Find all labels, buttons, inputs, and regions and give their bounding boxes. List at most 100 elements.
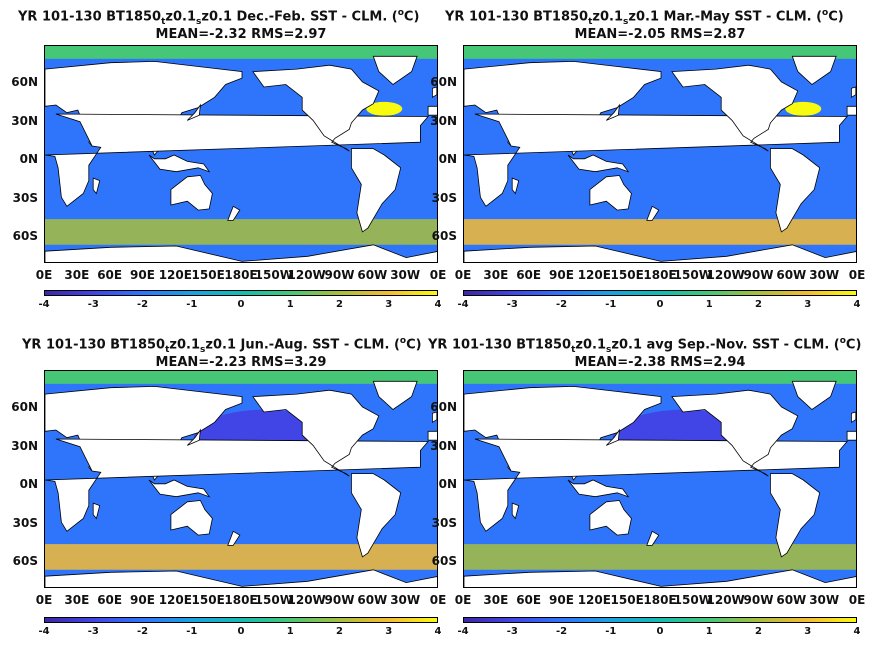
land-japan [606,103,620,121]
lat-tick-label: 0N [19,477,38,492]
title-part: z0.1 [169,337,201,353]
colorbar-tick-label: -1 [605,626,617,637]
lat-tick-label: 30N [430,438,457,453]
colorbar-tick-label: -3 [506,299,518,310]
land-japan [187,428,201,446]
lon-tick-label: 60E [516,593,542,607]
lat-tick-label: 30N [11,438,38,453]
lon-tick-label: 120E [577,268,611,282]
panel-title: YR 101-130 BT1850tz0.1sz0.1 Jun.-Aug. SS… [22,334,422,358]
title-part: C) [845,337,862,353]
gulf-stream-anomaly [785,101,822,116]
lon-tick-label: 150W [254,268,293,282]
lon-tick-label: 60E [97,268,123,282]
lon-tick-label: 30W [809,593,840,607]
gulf-stream-anomaly [366,101,403,116]
colorbar [44,617,438,623]
land-australia [589,175,632,211]
title-part: o [399,336,407,346]
sst-anomaly-map [463,45,857,263]
colorbar-tick-label: -3 [506,626,518,637]
sst-anomaly-map [44,45,438,263]
land-south-america [350,148,402,233]
colorbar [463,617,857,623]
lon-tick-label: 0E [848,268,866,282]
land-madagascar [511,502,520,520]
lon-tick-label: 0E [454,593,472,607]
land-australia [589,500,632,536]
title-part: t [165,344,170,355]
colorbar [463,290,857,296]
lon-tick-label: 120W [706,268,745,282]
colorbar-tick-label: 0 [656,626,664,637]
colorbar-tick-label: 4 [434,299,442,310]
colorbar-tick-label: 0 [237,626,245,637]
title-part: YR 101-130 BT1850 [428,337,572,353]
lat-tick-label: 60N [11,400,38,415]
lat-tick-label: 60S [12,554,38,569]
lon-tick-label: 90E [130,593,155,607]
title-part: t [588,16,593,27]
southern-ocean-anomaly-band [464,544,856,570]
lon-tick-label: 150W [254,593,293,607]
colorbar-tick-label: 2 [336,626,343,637]
lat-tick-label: 60S [431,229,457,244]
arctic-anomaly-band [45,371,437,384]
colorbar [44,290,438,296]
sst-anomaly-map [463,370,857,588]
title-part: s [196,16,202,27]
land-antarctica [45,569,437,587]
panel-title: YR 101-130 BT1850tz0.1sz0.1 Dec.-Feb. SS… [18,6,419,30]
land-uk [850,86,856,99]
land-indonesia [567,479,630,498]
land-uk [431,411,437,424]
lon-tick-label: 90E [549,593,574,607]
arctic-anomaly-band [45,46,437,59]
colorbar-tick-label: 0 [656,299,664,310]
land-australia [170,175,213,211]
title-part: z0.1 [592,9,624,25]
southern-ocean-anomaly-band [45,219,437,245]
title-part: z0.1 [575,337,607,353]
lat-tick-label: 60S [12,229,38,244]
colorbar-tick-label: -2 [136,299,149,310]
colorbar-tick-label: -1 [186,299,198,310]
title-part: o [397,8,404,18]
colorbar-tick-label: 3 [804,299,812,310]
title-part: YR 101-130 BT1850 [445,9,589,25]
land-new-zealand [646,530,660,546]
lat-tick-label: 30S [12,190,38,205]
land-greenland [372,380,418,411]
colorbar-tick-label: 3 [804,626,812,637]
lon-tick-label: 180E [643,593,677,607]
colorbar-tick-label: -1 [605,299,617,310]
title-part: s [606,344,612,355]
lon-tick-label: 30W [809,268,840,282]
lon-tick-label: 30E [64,593,90,607]
lon-tick-label: 0E [35,593,53,607]
land-madagascar [92,502,101,520]
title-part: C) [406,337,422,353]
lon-tick-label: 120E [158,268,192,282]
colorbar-tick-label: -3 [87,299,99,310]
land-north-america [252,389,380,477]
panel-title: YR 101-130 BT1850tz0.1sz0.1 Mar.-May SST… [445,6,844,30]
land-new-zealand [227,530,241,546]
land-iberia [846,430,856,441]
land-madagascar [511,177,520,195]
title-part: s [200,344,206,355]
land-south-america [350,473,402,558]
land-indonesia [567,154,630,173]
lat-tick-label: 60N [430,75,457,90]
lat-tick-label: 30S [431,190,457,205]
lon-tick-label: 90W [324,268,355,282]
colorbar-tick-label: 0 [237,299,245,310]
colorbar-tick-label: -2 [136,626,149,637]
lat-tick-label: 30S [12,515,38,530]
colorbar-tick-label: -2 [555,626,568,637]
lon-tick-label: 150E [191,268,225,282]
lon-tick-label: 60W [776,593,807,607]
land-antarctica [45,244,437,262]
colorbar-tick-label: 2 [755,626,762,637]
land-australia [170,500,213,536]
